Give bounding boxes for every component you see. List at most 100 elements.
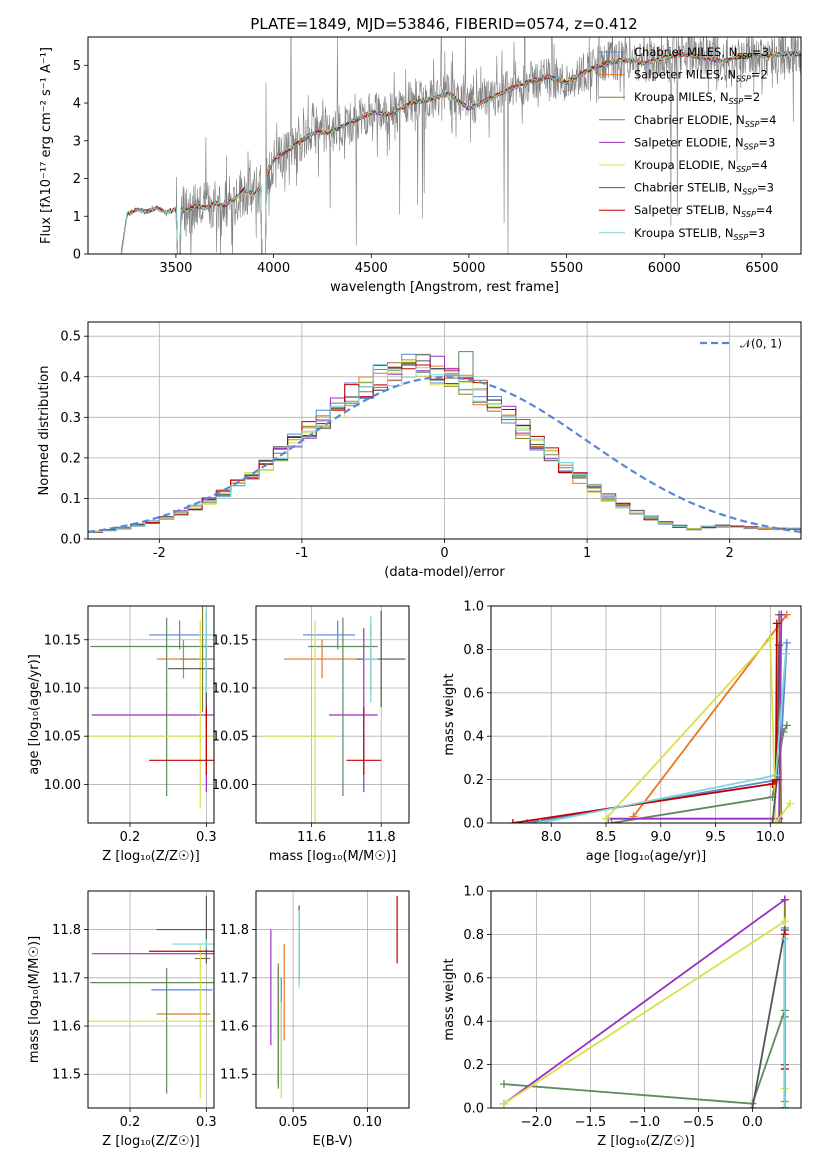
x-tick-label: −2.0	[521, 1115, 553, 1130]
error-bar-point	[308, 617, 378, 796]
legend-label: Salpeter STELIB, NSSP=4	[634, 203, 773, 219]
x-tick-label: 8.0	[541, 830, 562, 845]
weight-series-line	[751, 929, 786, 1108]
legend-label: Kroupa ELODIE, NSSP=4	[634, 158, 768, 174]
y-axis-label: Flux [fλ10⁻¹⁷ erg cm⁻² s⁻¹ A⁻¹]	[39, 47, 54, 244]
y-axis-label: mass [log₁₀(M/M☉)]	[27, 936, 42, 1063]
x-axis-label: (data-model)/error	[384, 565, 505, 580]
legend-label: Chabrier MILES, NSSP=3	[634, 45, 769, 61]
weight_vs_Z-panel: −2.0 −1.5 −1.0 −0.5 0.0 0.0 0.2 0.4 0.6 0.8 1.0 Z […	[442, 885, 802, 1149]
error-bar-point	[88, 620, 214, 809]
legend-label: Salpeter MILES, NSSP=2	[634, 68, 768, 84]
age_vs_mass-panel: 11.6 11.8 10.00 10.05 10.10 10.15 mass [log₁₀(…	[212, 605, 410, 864]
y-tick-label: 11.5	[220, 1068, 249, 1083]
x-tick-label: 0.3	[196, 830, 217, 845]
weight-marker	[607, 819, 616, 823]
error-bar-point	[262, 620, 336, 823]
weight-marker	[780, 934, 789, 943]
x-tick-label: 11.6	[297, 830, 326, 845]
y-tick-label: 11.6	[52, 1020, 81, 1035]
weight_vs_age-plot-area	[508, 610, 795, 823]
legend-sub: SSP	[745, 120, 760, 129]
x-tick-label: −1.0	[629, 1115, 661, 1130]
x-tick-label: 0.0	[742, 1115, 763, 1130]
legend-model: Kroupa MILES, N	[634, 90, 729, 104]
error-bar-point	[149, 707, 214, 775]
x-tick-label: 8.5	[596, 830, 617, 845]
x-tick-label: 4000	[257, 261, 290, 276]
spectrum-panel: 3500 4000 4500 5000 5500 6000 6500 0 1 2 3 4 5 wavele…	[39, 36, 802, 295]
x-tick-label: 6000	[648, 261, 681, 276]
error-bar-point	[346, 707, 382, 775]
weight-marker	[768, 779, 777, 788]
mass_vs_Z-panel: 0.2 0.3 11.5 11.6 11.7 11.8 Z [log₁₀(Z/Z☉)] mas…	[27, 890, 217, 1149]
weight-series	[536, 649, 790, 823]
mass_vs_ebv-panel: 0.05 0.10 11.5 11.6 11.7 11.8 E(B-V)	[220, 890, 410, 1149]
x-tick-label: 3500	[159, 261, 192, 276]
model-spectrum-line	[120, 50, 801, 254]
x-tick-label: −0.5	[683, 1115, 715, 1130]
legend-label: 𝒩(0, 1)	[740, 337, 782, 351]
y-tick-label: 0.4	[60, 370, 81, 385]
y-tick-label: 4	[73, 97, 81, 112]
age_vs_Z-plot-area	[88, 606, 214, 809]
legend-count: =3	[748, 226, 765, 240]
model-spectrum-line	[120, 50, 801, 254]
legend-model: Salpeter MILES, N	[634, 68, 736, 82]
legend-label: Kroupa MILES, NSSP=2	[634, 90, 760, 106]
x-tick-label: -1	[295, 546, 308, 561]
weight-series	[602, 634, 795, 823]
y-tick-label: 10.15	[212, 633, 249, 648]
error-bar-point	[156, 895, 214, 964]
weight-marker	[786, 799, 795, 808]
legend-sub: SSP	[741, 210, 756, 219]
y-tick-label: 0.4	[463, 730, 484, 745]
weight-series-line	[611, 724, 788, 823]
residuals-plot-area	[88, 351, 801, 533]
y-axis-label: Normed distribution	[37, 366, 52, 496]
weight-marker	[768, 819, 777, 823]
y-tick-label: 11.7	[220, 971, 249, 986]
x-tick-label: 0	[440, 546, 448, 561]
legend-label: Salpeter ELODIE, NSSP=3	[634, 135, 775, 151]
x-axis-label: mass [log₁₀(M/M☉)]	[269, 849, 396, 864]
legend-sub: SSP	[734, 233, 749, 242]
weight-marker	[748, 1104, 757, 1108]
legend-count: =3	[757, 181, 774, 195]
legend-model: Kroupa STELIB, N	[634, 226, 734, 240]
y-axis-label: mass weight	[442, 958, 457, 1040]
x-tick-label: 9.0	[650, 830, 671, 845]
mass_vs_Z-plot-area	[88, 895, 214, 1099]
y-tick-label: 0.8	[463, 643, 484, 658]
y-tick-label: 1	[73, 210, 81, 225]
x-tick-label: 0.05	[279, 1115, 308, 1130]
legend-count: =2	[751, 68, 768, 82]
y-axis-label: mass weight	[442, 673, 457, 755]
mass_vs_ebv-plot-area	[270, 895, 398, 1099]
legend-label: Chabrier ELODIE, NSSP=4	[634, 113, 776, 129]
axes-frame	[255, 605, 410, 824]
y-tick-label: 0.8	[463, 928, 484, 943]
spectrum-plot-area	[120, 37, 801, 254]
y-tick-label: 0.0	[463, 817, 484, 832]
normal-curve	[88, 376, 801, 533]
weight-series-line	[503, 898, 786, 1105]
y-tick-label: 1.0	[463, 600, 484, 615]
legend-label: Kroupa STELIB, NSSP=3	[634, 226, 765, 242]
error-bar-point	[172, 939, 214, 949]
y-tick-label: 10.10	[44, 681, 81, 696]
axes-frame	[87, 890, 215, 1109]
weight-marker	[777, 819, 786, 823]
weight_vs_Z-plot-area	[499, 895, 789, 1108]
model-spectrum-line	[120, 51, 801, 254]
legend-count: =4	[751, 158, 768, 172]
weight-series	[508, 619, 781, 823]
y-tick-label: 0.6	[463, 686, 484, 701]
y-tick-label: 2	[73, 172, 81, 187]
x-axis-label: age [log₁₀(age/yr)]	[586, 849, 707, 864]
x-axis-label: E(B-V)	[312, 1134, 352, 1149]
y-tick-label: 11.5	[52, 1068, 81, 1083]
legend-model: Kroupa ELODIE, N	[634, 158, 736, 172]
model-spectrum-line	[120, 51, 801, 254]
